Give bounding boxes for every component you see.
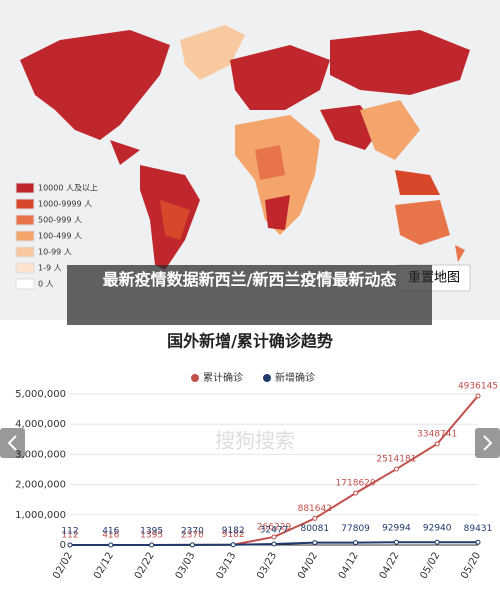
data-label: 77809 (341, 524, 370, 534)
y-tick-label: 4,000,000 (15, 419, 66, 430)
data-label: 9182 (222, 530, 245, 540)
legend-swatch (15, 278, 35, 290)
data-label: 2370 (181, 526, 204, 536)
map-legend: 10000 人及以上 1000-9999 人 500-999 人 100-499 人 1… (15, 182, 98, 290)
point (108, 542, 114, 548)
legend-label: 10-99 人 (38, 248, 72, 257)
data-label: 2370 (181, 530, 204, 540)
watermark: 搜狗搜索 (215, 429, 295, 453)
legend-swatch (15, 262, 35, 274)
data-label: 2514181 (376, 455, 416, 465)
point (189, 542, 195, 548)
y-tick-label: 0 (60, 540, 66, 551)
world-map (20, 25, 470, 270)
data-label: 92994 (382, 524, 411, 534)
data-label: 89431 (464, 524, 493, 534)
legend-swatch (15, 198, 35, 210)
point (67, 542, 73, 548)
point (475, 539, 481, 545)
legend-label: 新增确诊 (275, 371, 315, 384)
prev-arrow-icon[interactable] (7, 435, 17, 451)
prev-arrow[interactable] (0, 428, 25, 458)
legend-label: 10000 人及以上 (38, 184, 98, 193)
data-label: 1718620 (336, 479, 376, 489)
point (353, 490, 359, 496)
legend-swatch (15, 230, 35, 242)
legend-swatch (15, 182, 35, 194)
data-label: 881642 (298, 504, 332, 514)
legend-swatch (15, 214, 35, 226)
data-label: 266229 (257, 522, 292, 532)
next-arrow-icon[interactable] (483, 435, 493, 451)
legend-swatch (15, 246, 35, 258)
data-label: 32477 (260, 526, 289, 536)
point (230, 542, 236, 548)
legend-marker (191, 374, 199, 382)
legend-label: 1-9 人 (38, 264, 62, 273)
legend-marker (263, 374, 271, 382)
y-tick-label: 1,000,000 (15, 510, 66, 521)
data-label: 9182 (222, 526, 245, 536)
point (393, 466, 399, 472)
data-label: 92940 (423, 524, 452, 534)
overlay-title: 最新疫情数据新西兰/新西兰疫情最新动态 (102, 270, 397, 289)
y-tick-label: 5,000,000 (15, 389, 66, 400)
data-label: 112 (61, 526, 78, 536)
data-label: 1395 (140, 530, 163, 540)
data-label: 112 (61, 530, 78, 540)
legend-label: 500-999 人 (38, 216, 82, 225)
point (271, 541, 277, 547)
data-label: 416 (102, 530, 119, 540)
legend-label: 1000-9999 人 (38, 200, 92, 209)
overlay-title-box: 最新疫情数据新西兰/新西兰疫情最新动态 (102, 270, 397, 289)
point (312, 515, 318, 521)
point (434, 539, 440, 545)
legend-label: 100-499 人 (38, 232, 82, 241)
y-tick-label: 3,000,000 (15, 449, 66, 460)
overlay-box (67, 265, 432, 325)
point (312, 540, 318, 546)
data-label: 80081 (300, 524, 329, 534)
y-tick-label: 2,000,000 (15, 480, 66, 491)
point (271, 534, 277, 540)
data-label: 1395 (140, 526, 163, 536)
data-label: 3348741 (417, 429, 457, 439)
chart-title: 国外新增/累计确诊趋势 (167, 332, 333, 351)
point (393, 539, 399, 545)
legend-label: 0 人 (38, 280, 54, 289)
point (149, 542, 155, 548)
data-label: 416 (102, 526, 119, 536)
next-arrow[interactable] (475, 428, 500, 458)
point (434, 441, 440, 447)
point (353, 540, 359, 546)
data-label: 4936145 (458, 381, 498, 391)
legend-label: 累计确诊 (203, 371, 243, 384)
point (475, 393, 481, 399)
